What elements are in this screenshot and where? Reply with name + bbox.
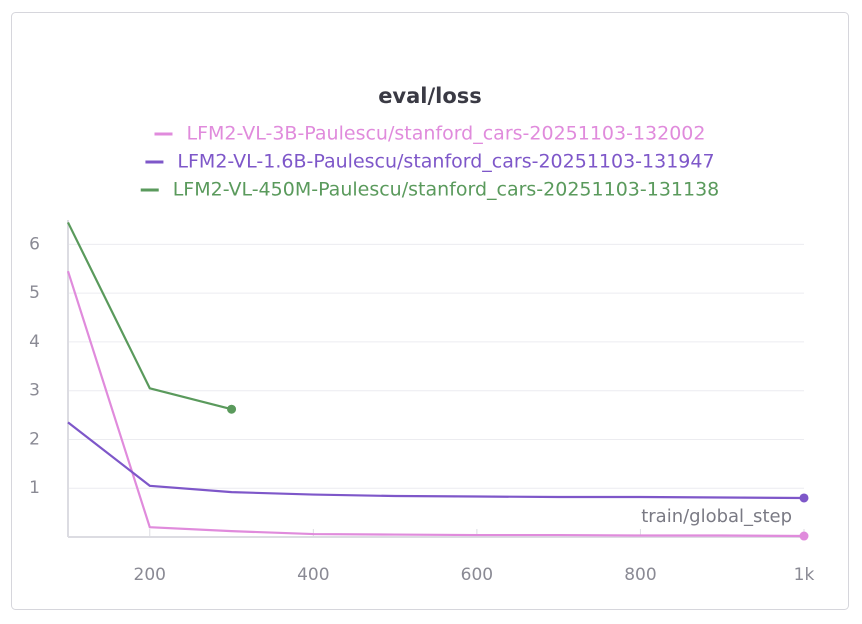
series-line xyxy=(67,221,232,411)
legend-label: LFM2-VL-450M-Paulescu/stanford_cars-2025… xyxy=(173,179,720,201)
x-tick-label: 600 xyxy=(461,565,493,585)
legend-label: LFM2-VL-3B-Paulescu/stanford_cars-202511… xyxy=(186,123,705,145)
end-point xyxy=(227,404,237,414)
chart-title: eval/loss xyxy=(378,84,482,108)
y-tick-label: 3 xyxy=(29,381,40,401)
y-tick-label: 6 xyxy=(29,234,40,254)
panel xyxy=(11,12,849,610)
series-line xyxy=(67,421,805,500)
legend-label: LFM2-VL-1.6B-Paulescu/stanford_cars-2025… xyxy=(177,151,714,173)
end-point xyxy=(799,493,809,503)
y-tick-label: 4 xyxy=(29,332,40,352)
y-tick-label: 2 xyxy=(29,429,40,449)
series-line xyxy=(66,270,805,538)
x-axis-label: train/global_step xyxy=(641,506,792,527)
x-tick-label: 400 xyxy=(297,565,329,585)
y-tick-label: 5 xyxy=(29,283,40,303)
x-tick-label: 800 xyxy=(624,565,656,585)
x-tick-label: 200 xyxy=(134,565,166,585)
end-point xyxy=(799,531,809,541)
x-tick-label: 1k xyxy=(794,565,815,585)
y-tick-label: 1 xyxy=(29,478,40,498)
